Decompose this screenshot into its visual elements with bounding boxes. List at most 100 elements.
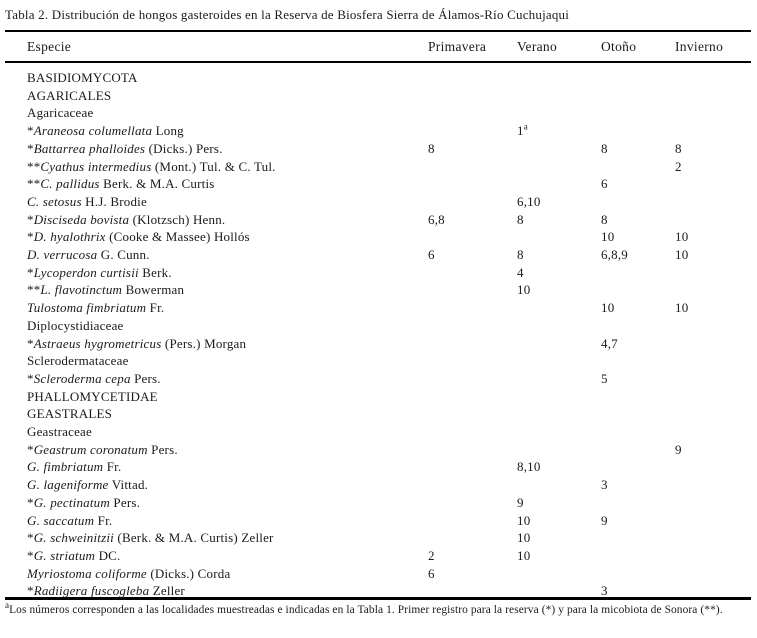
locality-cell-verano xyxy=(517,158,601,176)
locality-cell-invierno xyxy=(675,388,751,406)
locality-cell-verano: 4 xyxy=(517,264,524,280)
species-name-cell: Tulostoma fimbriatum Fr. xyxy=(27,300,165,316)
locality-cell-otono xyxy=(601,317,675,335)
locality-cell-verano xyxy=(517,299,601,317)
locality-cell-primavera xyxy=(428,352,517,370)
locality-cell-primavera xyxy=(428,512,517,530)
locality-cell-otono: 6 xyxy=(601,176,608,192)
species-name-cell: G. fimbriatum Fr. xyxy=(27,459,122,475)
species-row: **L. flavotinctum Bowerman 10 xyxy=(5,281,751,299)
taxon-group-label: Geastraceae xyxy=(27,424,92,440)
species-name-cell: G. lageniforme Vittad. xyxy=(27,477,149,493)
species-name-cell: *Battarrea phalloides (Dicks.) Pers. xyxy=(27,140,223,156)
locality-cell-verano xyxy=(517,317,601,335)
locality-cell-primavera: 2 xyxy=(428,547,435,563)
locality-cell-verano xyxy=(517,582,601,600)
locality-cell-otono xyxy=(601,281,675,299)
locality-cell-invierno xyxy=(675,69,751,87)
species-row: *Lycoperdon curtisii Berk. 4 xyxy=(5,264,751,282)
species-name-cell: *G. pectinatum Pers. xyxy=(27,494,141,510)
locality-cell-primavera xyxy=(428,264,517,282)
species-row: G. fimbriatum Fr. 8,10 xyxy=(5,458,751,476)
locality-cell-invierno: 2 xyxy=(675,158,682,174)
locality-cell-invierno xyxy=(675,512,751,530)
taxon-group-row: GEASTRALES xyxy=(5,405,751,423)
locality-cell-verano xyxy=(517,441,601,459)
locality-cell-primavera xyxy=(428,281,517,299)
locality-cell-primavera: 6,8 xyxy=(428,211,445,227)
locality-cell-otono xyxy=(601,87,675,105)
locality-cell-primavera xyxy=(428,299,517,317)
locality-cell-verano: 1a xyxy=(517,121,528,139)
locality-cell-otono xyxy=(601,529,675,547)
table-caption: Tabla 2. Distribución de hongos gasteroi… xyxy=(5,7,570,22)
locality-cell-verano xyxy=(517,476,601,494)
locality-cell-otono: 8 xyxy=(601,140,608,156)
locality-cell-otono xyxy=(601,441,675,459)
species-name-cell: **Cyathus intermedius (Mont.) Tul. & C. … xyxy=(27,158,276,174)
species-row: *Geastrum coronatum Pers. 9 xyxy=(5,441,751,459)
locality-cell-otono xyxy=(601,388,675,406)
locality-cell-primavera xyxy=(428,69,517,87)
species-name-cell: *D. hyalothrix (Cooke & Massee) Hollós xyxy=(27,229,250,245)
taxon-group-label: Agaricaceae xyxy=(27,105,94,121)
locality-cell-invierno: 8 xyxy=(675,140,682,156)
locality-cell-otono xyxy=(601,122,675,140)
locality-cell-verano: 9 xyxy=(517,494,524,510)
taxon-group-label: PHALLOMYCETIDAE xyxy=(27,388,158,404)
locality-cell-verano xyxy=(517,405,601,423)
taxon-group-label: Sclerodermataceae xyxy=(27,353,129,369)
locality-cell-otono: 6,8,9 xyxy=(601,247,628,263)
species-name-cell: *Araneosa columellata Long xyxy=(27,123,184,139)
locality-cell-primavera xyxy=(428,458,517,476)
locality-cell-invierno xyxy=(675,175,751,193)
locality-cell-verano: 8 xyxy=(517,211,524,227)
locality-cell-invierno xyxy=(675,352,751,370)
locality-cell-verano xyxy=(517,175,601,193)
species-row: D. verrucosa G. Cunn. 6 8 6,8,9 10 xyxy=(5,246,751,264)
locality-cell-invierno xyxy=(675,458,751,476)
footnote-text: Los números corresponden a las localidad… xyxy=(9,604,723,616)
locality-cell-otono: 8 xyxy=(601,211,608,227)
species-name-cell: *Geastrum coronatum Pers. xyxy=(27,441,178,457)
locality-cell-invierno xyxy=(675,476,751,494)
locality-cell-verano xyxy=(517,87,601,105)
species-name-cell: C. setosus H.J. Brodie xyxy=(27,193,147,209)
column-header-verano: Verano xyxy=(517,38,558,54)
locality-cell-verano: 6,10 xyxy=(517,193,541,209)
taxon-group-row: Agaricaceae xyxy=(5,104,751,122)
locality-cell-invierno: 10 xyxy=(675,247,689,263)
species-row: *Araneosa columellata Long 1a xyxy=(5,122,751,140)
locality-cell-otono: 3 xyxy=(601,583,608,599)
locality-cell-primavera xyxy=(428,87,517,105)
species-name-cell: *G. schweinitzii (Berk. & M.A. Curtis) Z… xyxy=(27,530,274,546)
species-distribution-table: Especie Primavera Verano Otoño Invierno … xyxy=(5,30,751,600)
species-name-cell: **C. pallidus Berk. & M.A. Curtis xyxy=(27,176,215,192)
locality-cell-otono xyxy=(601,264,675,282)
species-name-cell: *Astraeus hygrometricus (Pers.) Morgan xyxy=(27,335,247,351)
species-row: G. saccatum Fr. 10 9 xyxy=(5,512,751,530)
species-name-cell: *Scleroderma cepa Pers. xyxy=(27,370,161,386)
table-body: BASIDIOMYCOTA AGARICALES Agaricaceae *Arane… xyxy=(5,63,751,600)
locality-cell-invierno xyxy=(675,423,751,441)
locality-cell-otono xyxy=(601,405,675,423)
locality-cell-primavera xyxy=(428,423,517,441)
locality-cell-verano: 8 xyxy=(517,247,524,263)
taxon-group-label: Diplocystidiaceae xyxy=(27,317,124,333)
species-row: *G. striatum DC. 2 10 xyxy=(5,547,751,565)
locality-cell-invierno xyxy=(675,264,751,282)
locality-cell-primavera xyxy=(428,529,517,547)
locality-cell-otono xyxy=(601,423,675,441)
locality-cell-primavera xyxy=(428,582,517,600)
locality-cell-verano xyxy=(517,104,601,122)
species-name-cell: *Disciseda bovista (Klotzsch) Henn. xyxy=(27,211,226,227)
locality-cell-invierno xyxy=(675,317,751,335)
locality-cell-verano xyxy=(517,335,601,353)
locality-cell-primavera xyxy=(428,370,517,388)
locality-cell-otono xyxy=(601,565,675,583)
locality-cell-invierno xyxy=(675,370,751,388)
locality-cell-primavera xyxy=(428,405,517,423)
locality-cell-primavera xyxy=(428,175,517,193)
locality-cell-invierno xyxy=(675,193,751,211)
locality-cell-invierno xyxy=(675,565,751,583)
